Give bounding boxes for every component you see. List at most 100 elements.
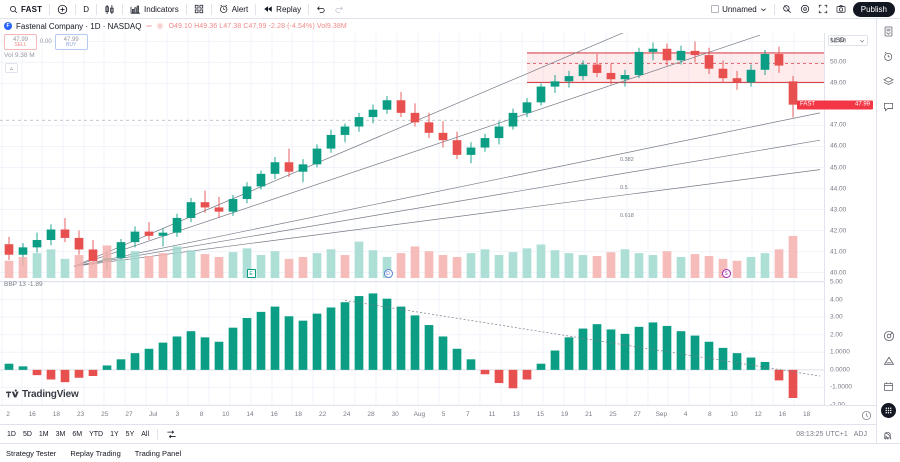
time-axis-tick: Aug [413, 411, 426, 418]
ohlc-volume-label: Vol [316, 22, 327, 30]
interval-button[interactable]: D [79, 1, 93, 18]
price-axis-tick: 45.00 [830, 164, 847, 171]
time-axis[interactable]: 2 16 18 23 25 27 Jul 3 8 10 14 16 18 22 24 28 30 Aug 5 7 11 1… [0, 405, 876, 424]
plus-circle-icon [57, 4, 68, 15]
range-button-1d[interactable]: 1D [7, 430, 16, 438]
right-sidebar [876, 19, 900, 443]
range-button-5y[interactable]: 5Y [125, 430, 135, 438]
price-axis[interactable]: USD 51.00 50.00 49.00 47.00 46.00 45.00 44.00 4… [797, 33, 876, 409]
templates-button[interactable] [190, 1, 208, 18]
currency-label: USD [831, 37, 845, 44]
time-axis-tick: 25 [101, 411, 109, 418]
date-range-icon[interactable] [163, 426, 179, 442]
range-button-5d[interactable]: 5D [22, 430, 32, 438]
adjust-button[interactable]: ADJ [853, 430, 867, 438]
bell-icon[interactable] [879, 427, 895, 443]
legend-interval: 1D [90, 21, 101, 31]
redo-button[interactable] [330, 1, 348, 18]
svg-text:0.618: 0.618 [620, 213, 634, 219]
top-toolbar: FAST D [0, 0, 900, 19]
footer-item-replay-trading[interactable]: Replay Trading [70, 448, 121, 458]
chevron-down-icon [859, 38, 865, 44]
ohlc-volume: 9.38M [326, 22, 347, 30]
streams-icon[interactable] [881, 353, 897, 369]
replay-icon [263, 4, 273, 14]
layout-select[interactable]: Unnamed [707, 1, 771, 18]
time-axis-tick: 22 [318, 411, 327, 418]
undo-button[interactable] [312, 1, 330, 18]
spread-value: 0.00 [40, 39, 52, 45]
range-button-1m[interactable]: 1M [38, 430, 49, 438]
candlestick-icon [104, 4, 115, 15]
chat-icon[interactable] [881, 98, 897, 114]
quick-search-button[interactable] [778, 1, 796, 18]
ohlc-close: 47.99 [248, 22, 267, 30]
replay-button[interactable]: Replay [259, 1, 305, 18]
tradingview-logo-icon [6, 389, 19, 398]
tradingview-watermark: TradingView [6, 389, 79, 400]
chart-properties-button[interactable] [796, 1, 814, 18]
ideas-icon[interactable] [881, 328, 897, 344]
chart-type-button[interactable] [100, 1, 119, 18]
ohlc-high: 49.36 [199, 22, 218, 30]
range-button-ytd[interactable]: YTD [89, 430, 104, 438]
fullscreen-button[interactable] [814, 1, 832, 18]
buy-button[interactable]: 47.99 BUY [54, 34, 88, 50]
time-axis-tick: 10 [730, 411, 738, 418]
apps-grid-icon[interactable] [881, 403, 896, 418]
alert-button[interactable]: Alert [215, 1, 252, 18]
range-divider [157, 428, 159, 440]
price-axis-tick: 43.00 [830, 206, 847, 214]
toolbar-divider [255, 3, 257, 15]
range-button-6m[interactable]: 6M [72, 430, 83, 438]
legend-sep: · [85, 21, 91, 31]
time-axis-tick: 27 [633, 411, 641, 418]
legend-settings-icon[interactable] [156, 22, 164, 30]
symbol-search-button[interactable]: FAST [5, 1, 46, 18]
time-axis-tick: 10 [222, 411, 230, 418]
symbol-text: FAST [21, 4, 43, 14]
publish-button[interactable]: Publish [852, 1, 895, 17]
watchlist-icon[interactable] [881, 23, 897, 39]
ohlc-close-label: C [243, 22, 249, 30]
hide-series-icon[interactable] [145, 22, 153, 30]
time-axis-tick: 13 [512, 411, 520, 418]
indicator-axis-tick: 2.00 [830, 331, 843, 339]
alerts-clock-icon[interactable] [881, 48, 897, 64]
add-symbol-button[interactable] [53, 1, 72, 18]
indicators-button[interactable]: Indicators [126, 1, 183, 18]
time-axis-tick: 30 [391, 411, 399, 418]
chart-canvas[interactable]: 0.382 0.5 0.618 [0, 33, 824, 405]
current-price-ticker: FAST [800, 101, 816, 108]
event-marker-split[interactable]: S [721, 269, 731, 278]
ohlc-high-label: H [194, 22, 200, 30]
sell-button[interactable]: 47.99 SELL [4, 34, 37, 50]
range-button-3m[interactable]: 3M [55, 430, 66, 438]
ohlc-open: 49.10 [173, 22, 193, 30]
data-window-icon[interactable] [881, 73, 897, 89]
range-button-1y[interactable]: 1Y [110, 430, 119, 438]
ohlc-low: 47.38 [223, 22, 242, 30]
range-button-all[interactable]: All [141, 430, 150, 438]
time-axis-tick: 12 [754, 411, 762, 418]
pane-separator[interactable] [0, 281, 824, 282]
target-icon [800, 4, 810, 14]
undo-icon [316, 4, 326, 14]
event-marker-earnings[interactable]: E [246, 269, 256, 278]
snapshot-button[interactable] [832, 1, 850, 18]
price-axis-tick: 40.00 [830, 269, 847, 277]
calendar-icon[interactable] [881, 378, 897, 394]
footer-item-trading-panel[interactable]: Trading Panel [134, 448, 182, 458]
footer-item-strategy-tester[interactable]: Strategy Tester [6, 448, 57, 458]
search-icon [9, 5, 18, 14]
time-axis-tick: 16 [28, 411, 36, 418]
fullscreen-icon [818, 4, 828, 14]
legend-controls[interactable] [145, 22, 164, 30]
event-marker-dividend[interactable]: D [383, 269, 393, 278]
time-axis-tick: Sep [655, 411, 668, 418]
current-price-value: 47.99 [854, 101, 870, 108]
time-settings-button[interactable] [861, 410, 872, 421]
collapse-pane-button[interactable]: ▵ [5, 63, 18, 73]
currency-selector[interactable]: USD [828, 35, 868, 46]
